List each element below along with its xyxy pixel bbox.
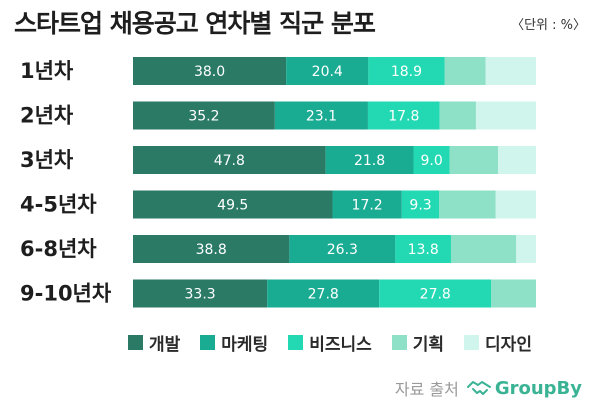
bar-segment — [439, 190, 496, 219]
data-label: 9.0 — [420, 153, 442, 169]
bar-segment — [133, 57, 287, 85]
legend-item: 기획 — [391, 330, 445, 355]
data-label: 27.8 — [308, 287, 339, 303]
legend-swatch — [200, 335, 216, 350]
data-label: 17.8 — [388, 109, 419, 125]
legend-label: 비즈니스 — [309, 335, 372, 355]
data-label: 27.8 — [420, 287, 451, 303]
legend-item: 디자인 — [464, 330, 532, 355]
legend-swatch — [464, 335, 480, 350]
bar-segment — [133, 101, 275, 130]
bar-segment — [133, 279, 268, 308]
bar-segment — [267, 279, 380, 308]
legend-label: 마케팅 — [221, 335, 269, 355]
bar-segment — [449, 146, 499, 174]
unit-note: 〈단위 : %〉 — [511, 18, 586, 33]
bar-segment — [133, 235, 290, 263]
bar-segment — [491, 279, 536, 308]
data-label: 13.8 — [408, 242, 439, 258]
data-label: 35.2 — [188, 109, 219, 125]
bar-segment — [379, 279, 492, 308]
brand-name: GroupBy — [494, 377, 582, 399]
bar-segment — [485, 57, 536, 85]
bar-segment — [395, 235, 451, 263]
source-note: 자료 출처 GroupBy — [395, 376, 582, 400]
legend-item: 마케팅 — [200, 330, 268, 355]
handshake-icon — [466, 381, 491, 395]
stacked-bar-chart: 1년차 38.0 20.4 18.9 2년차 35.2 23.1 17.8 3년차 47.8 21.… — [20, 57, 536, 308]
data-label: 23.1 — [306, 109, 337, 125]
bar-segment — [368, 57, 445, 85]
brand-logo: GroupBy — [466, 377, 582, 399]
bar-segment — [133, 190, 333, 219]
data-label: 17.2 — [352, 198, 383, 214]
legend-label: 기획 — [412, 335, 445, 355]
bar-segment — [450, 235, 517, 263]
row-label: 2년차 — [20, 104, 74, 128]
row-label: 1년차 — [20, 59, 74, 83]
bar-segment — [516, 235, 536, 263]
bar-segment — [325, 146, 414, 174]
row-label: 6-8년차 — [20, 237, 97, 261]
legend-label: 개발 — [149, 335, 181, 355]
bar-segment — [413, 146, 450, 174]
legend-item: 비즈니스 — [288, 330, 372, 355]
data-label: 33.3 — [185, 287, 216, 303]
bar-segment — [495, 190, 536, 219]
bar-segment — [439, 101, 476, 130]
bar-segment — [475, 101, 536, 130]
bar-segment — [498, 146, 536, 174]
data-label: 47.8 — [214, 153, 245, 169]
legend-swatch — [288, 335, 304, 350]
data-label: 49.5 — [217, 198, 248, 214]
data-label: 20.4 — [312, 64, 343, 80]
data-label: 9.3 — [409, 198, 431, 214]
row-label: 4-5년차 — [20, 193, 97, 217]
bar-segment — [286, 57, 369, 85]
legend-label: 디자인 — [485, 335, 532, 355]
legend: 개발 마케팅 비즈니스 기획 디자인 — [128, 330, 532, 355]
bar-segment — [401, 190, 440, 219]
data-label: 38.8 — [196, 242, 227, 258]
legend-swatch — [391, 335, 407, 350]
bar-segment — [274, 101, 368, 130]
source-label: 자료 출처 — [394, 380, 459, 399]
legend-item: 개발 — [128, 330, 180, 355]
bar-segment — [444, 57, 486, 85]
bar-segment — [332, 190, 402, 219]
bar-segment — [133, 146, 326, 174]
data-label: 18.9 — [391, 64, 422, 80]
row-label: 9-10년차 — [20, 282, 112, 306]
bar-segment — [289, 235, 396, 263]
bar-segment — [367, 101, 440, 130]
data-label: 26.3 — [327, 242, 358, 258]
data-label: 38.0 — [194, 64, 225, 80]
data-label: 21.8 — [354, 153, 385, 169]
row-label: 3년차 — [20, 148, 74, 172]
chart-title: 스타트업 채용공고 연차별 직군 분포 — [14, 9, 376, 38]
legend-swatch — [128, 335, 143, 350]
